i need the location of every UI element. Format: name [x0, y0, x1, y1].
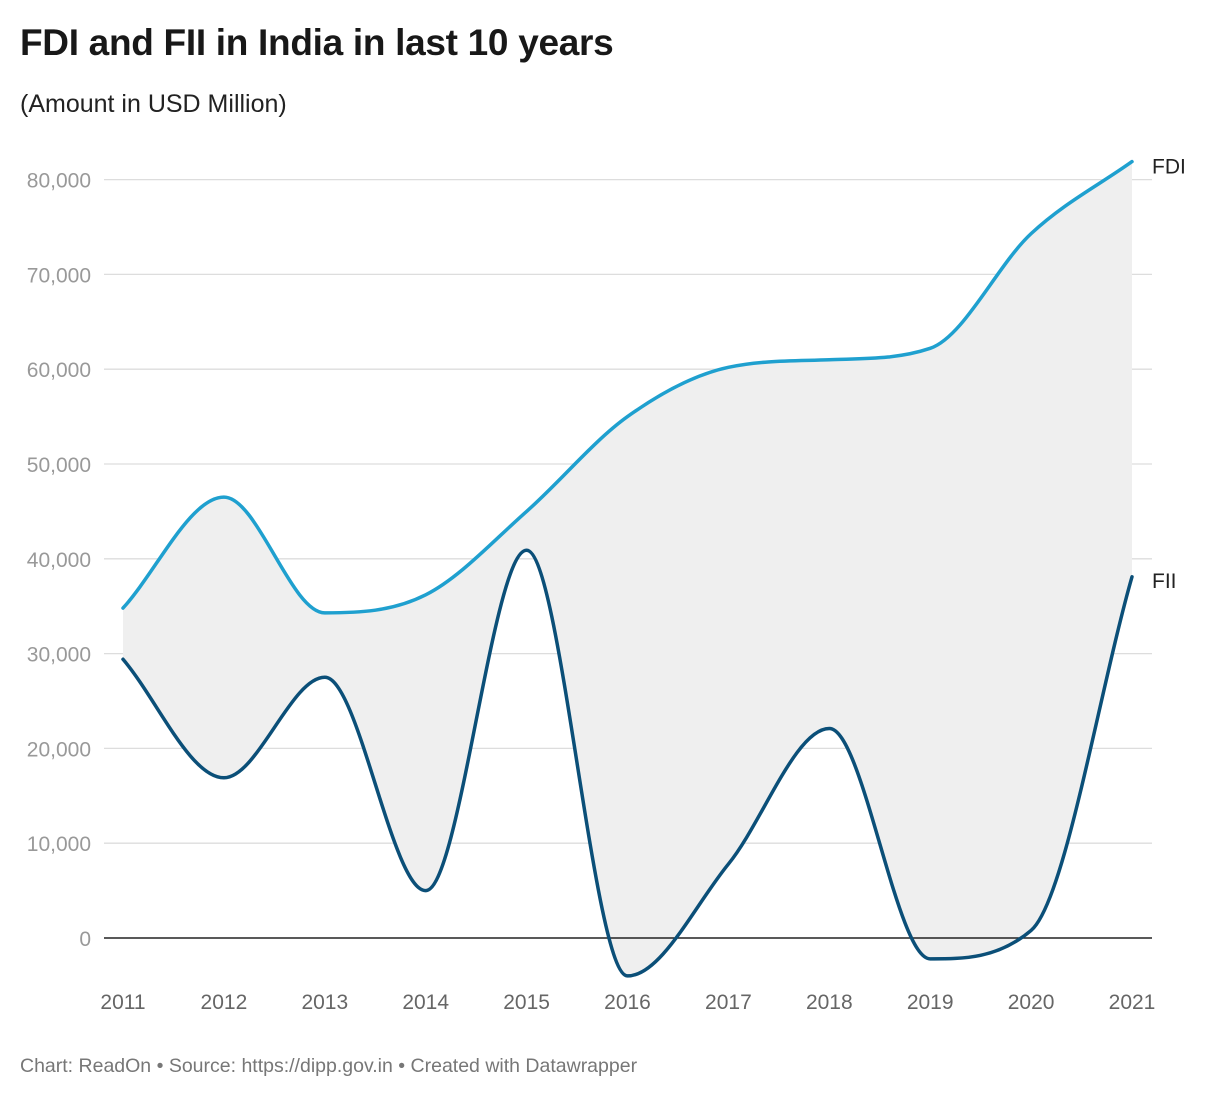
- x-tick-label: 2014: [402, 991, 449, 1014]
- y-tick-label: 50,000: [27, 454, 91, 477]
- y-tick-label: 70,000: [27, 264, 91, 287]
- y-tick-label: 60,000: [27, 359, 91, 382]
- fii-series-label: FII: [1152, 570, 1177, 593]
- x-tick-label: 2017: [705, 991, 752, 1014]
- x-axis-ticks: 2011 2012 2013 2014 2015 2016 2017 2018 2019 2020…: [100, 991, 1155, 1014]
- area-between-series: [123, 161, 1132, 976]
- x-tick-label: 2011: [100, 991, 145, 1014]
- x-tick-label: 2019: [907, 991, 954, 1014]
- fdi-series-label: FDI: [1152, 156, 1186, 179]
- x-tick-label: 2021: [1109, 991, 1156, 1014]
- footer-separator: •: [156, 1055, 164, 1077]
- line-chart: 0 10,000 20,000 30,000 40,000 50,000 60,000 70,…: [27, 156, 1186, 1014]
- chart-footer: Chart: ReadOn • Source: https://dipp.gov…: [20, 1055, 637, 1078]
- x-tick-label: 2016: [604, 991, 651, 1014]
- fdi-series-line: [121, 159, 1134, 615]
- x-tick-label: 2015: [503, 991, 550, 1014]
- x-tick-label: 2020: [1008, 991, 1055, 1014]
- y-tick-label: 30,000: [27, 644, 91, 667]
- x-tick-label: 2013: [301, 991, 348, 1014]
- y-tick-label: 40,000: [27, 549, 91, 572]
- x-tick-label: 2012: [201, 991, 248, 1014]
- y-tick-label: 20,000: [27, 738, 91, 761]
- y-axis-ticks: 0 10,000 20,000 30,000 40,000 50,000 60,000 70,…: [27, 170, 91, 951]
- source-link[interactable]: Source: https://dipp.gov.in: [168, 1055, 393, 1077]
- fii-series-line: [121, 548, 1134, 978]
- y-tick-label: 10,000: [27, 833, 91, 856]
- chart-subtitle: (Amount in USD Million): [20, 90, 287, 118]
- x-tick-label: 2018: [806, 991, 853, 1014]
- chart-title: FDI and FII in India in last 10 years: [20, 22, 614, 63]
- y-tick-label: 0: [79, 928, 91, 951]
- footer-separator: •: [398, 1055, 406, 1077]
- y-tick-label: 80,000: [27, 170, 91, 193]
- datawrapper-credit: Created with Datawrapper: [410, 1055, 638, 1077]
- chart-credit: Chart: ReadOn: [20, 1055, 152, 1077]
